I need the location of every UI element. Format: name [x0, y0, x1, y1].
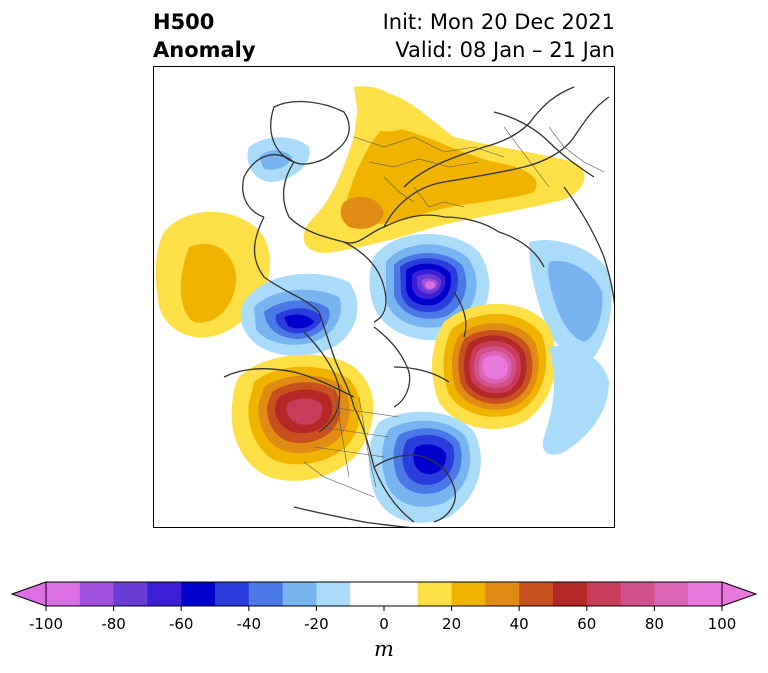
colorbar-segment [79, 582, 115, 606]
colorbar-tick-label: 60 [577, 615, 597, 633]
negative-patch-northwest [247, 137, 310, 182]
colorbar-segment [519, 582, 554, 606]
colorbar-extend-min [10, 581, 47, 607]
colorbar-segment [215, 582, 250, 606]
colorbar-segment [553, 582, 588, 606]
colorbar-tick-label: 100 [707, 615, 737, 633]
valid-range: Valid: 08 Jan – 21 Jan [395, 38, 615, 62]
colorbar-segment [282, 582, 317, 606]
positive-center-western-us-canada [231, 354, 374, 481]
colorbar-segment [620, 582, 655, 606]
coastlines [223, 86, 614, 527]
colorbar-tick-label: -40 [236, 615, 262, 633]
init-date: Init: Mon 20 Dec 2021 [382, 10, 615, 34]
colorbar-tick-label: -80 [101, 615, 126, 633]
positive-center-north-pacific [155, 211, 270, 338]
colorbar-tick-label: 40 [509, 615, 529, 633]
title-left: H500 Anomaly [153, 8, 256, 64]
negative-center-alaska [240, 273, 358, 356]
colorbar-segment [451, 582, 486, 606]
colorbar-segment [248, 582, 284, 606]
colorbar [10, 581, 758, 611]
colorbar-segment [316, 582, 351, 606]
colorbar-tick-label: 0 [379, 615, 389, 633]
anomaly-map [155, 86, 614, 527]
title-subfield: Anomaly [153, 38, 256, 62]
negative-center-eastern-us [368, 411, 481, 523]
colorbar-tick-label: -60 [168, 615, 194, 633]
colorbar-segment [586, 582, 622, 606]
units-label: m [374, 637, 394, 661]
colorbar-tick-label: -100 [28, 615, 64, 633]
borders [303, 126, 605, 498]
negative-patch-atlantic [542, 346, 609, 455]
colorbar-tick-label: -20 [304, 615, 329, 633]
colorbar-tick-label: 20 [442, 615, 462, 633]
colorbar-segment [417, 582, 453, 606]
map-frame [153, 66, 615, 528]
colorbar-segment [384, 582, 419, 606]
colorbar-segment [654, 582, 689, 606]
colorbar-segment [147, 582, 182, 606]
colorbar-segment [181, 582, 216, 606]
colorbar-segment [485, 582, 520, 606]
positive-belt-eurasia [303, 86, 585, 253]
colorbar-extend-max [721, 581, 758, 607]
colorbar-segment [688, 582, 723, 606]
positive-center-north-atlantic [432, 303, 556, 430]
title-field: H500 [153, 10, 215, 34]
colorbar-segment [113, 582, 148, 606]
colorbar-segment [46, 582, 81, 606]
colorbar-tick-label: 80 [644, 615, 664, 633]
title-right: Init: Mon 20 Dec 2021 Valid: 08 Jan – 21… [383, 8, 615, 64]
colorbar-segment [350, 582, 385, 606]
